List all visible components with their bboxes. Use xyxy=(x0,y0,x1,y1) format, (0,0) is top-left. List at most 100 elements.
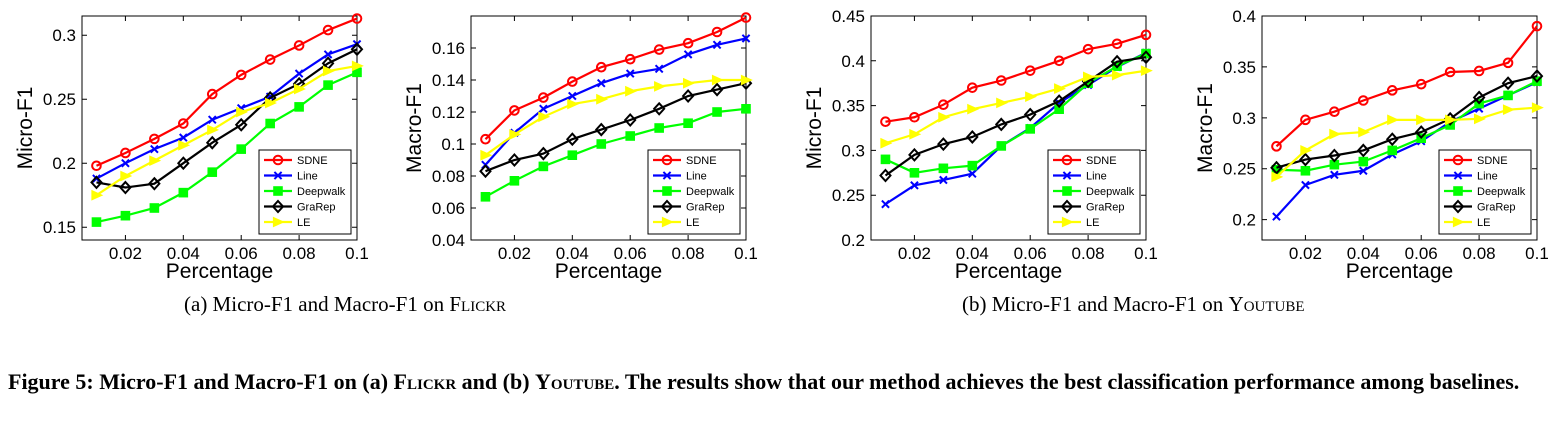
legend-marker-deepwalk xyxy=(662,186,672,196)
x-tick-label: 0.1 xyxy=(1525,244,1549,263)
x-tick-label: 0.1 xyxy=(1134,244,1158,263)
data-point-le xyxy=(596,93,609,105)
subcaption-b: (b) Micro-F1 and Macro-F1 on Youtube xyxy=(962,292,1305,317)
data-point-le xyxy=(294,83,306,95)
data-point-sdne xyxy=(1053,55,1065,67)
subcaption-b-dataset: Youtube xyxy=(1228,292,1305,316)
data-point-grarep xyxy=(908,147,921,162)
y-tick-label: 0.08 xyxy=(432,167,465,186)
data-point-le xyxy=(236,106,249,118)
data-point-grarep xyxy=(1023,107,1037,122)
data-point-deepwalk xyxy=(1300,165,1311,176)
data-point-le xyxy=(711,74,724,86)
data-point-grarep xyxy=(1414,125,1428,140)
subcaption-a-dataset: Flickr xyxy=(449,292,507,316)
data-point-sdne xyxy=(538,92,549,103)
series-line xyxy=(885,69,1147,145)
legend-marker-grarep xyxy=(271,199,285,214)
data-point-deepwalk xyxy=(509,176,520,186)
data-point-deepwalk xyxy=(538,161,549,172)
data-point-grarep xyxy=(937,137,950,152)
y-tick-label: 0.25 xyxy=(1223,160,1256,179)
data-point-sdne xyxy=(967,82,978,93)
data-point-le xyxy=(1531,102,1544,114)
legend: SDNE Line Deepwalk GraRep LE xyxy=(1047,149,1141,235)
data-point-line xyxy=(121,158,130,168)
y-tick-label: 0.12 xyxy=(432,103,465,122)
legend-label: LE xyxy=(297,217,310,229)
data-point-sdne xyxy=(624,53,636,65)
legend-marker-le xyxy=(1452,216,1465,228)
legend-label: Line xyxy=(1086,171,1107,183)
series-line xyxy=(95,64,358,197)
data-point-line xyxy=(625,69,635,78)
data-point-deepwalk xyxy=(207,167,218,177)
legend-label: LE xyxy=(1086,217,1099,229)
x-tick-label: 0.02 xyxy=(109,244,142,263)
data-point-grarep xyxy=(994,117,1008,132)
data-point-grarep xyxy=(234,117,248,132)
data-point-sdne xyxy=(567,76,578,87)
caption-dataset-b: Youtube xyxy=(535,369,615,394)
data-point-sdne xyxy=(235,69,247,81)
x-tick-label: 0.08 xyxy=(672,244,705,263)
data-point-line xyxy=(683,50,693,59)
legend-marker-line xyxy=(1453,171,1463,180)
series-grarep xyxy=(479,76,753,179)
x-tick-label: 0.06 xyxy=(1014,244,1047,263)
data-point-grarep xyxy=(1270,160,1283,175)
data-point-line xyxy=(596,78,606,88)
data-point-line xyxy=(939,175,948,185)
data-point-deepwalk xyxy=(938,163,949,174)
data-point-line xyxy=(179,133,188,142)
data-point-le xyxy=(909,128,922,140)
data-point-le xyxy=(967,103,980,115)
legend-label: GraRep xyxy=(1477,202,1516,214)
y-tick-label: 0.06 xyxy=(432,199,465,218)
data-point-line xyxy=(654,64,664,74)
series-line xyxy=(1275,81,1538,218)
data-point-grarep xyxy=(479,164,492,179)
data-point-deepwalk xyxy=(996,141,1007,151)
y-tick-label: 0.4 xyxy=(1232,7,1256,26)
legend-marker-deepwalk xyxy=(1453,186,1463,196)
legend-marker-sdne xyxy=(1061,154,1073,166)
data-point-sdne xyxy=(149,133,160,145)
data-point-deepwalk xyxy=(323,80,333,90)
data-point-grarep xyxy=(205,135,219,150)
x-tick-label: 0.02 xyxy=(498,244,531,263)
x-tick-label: 0.1 xyxy=(734,244,758,263)
y-tick-label: 0.35 xyxy=(1223,58,1256,77)
series-line xyxy=(96,71,358,224)
series-sdne xyxy=(880,29,1152,128)
x-tick-label: 0.08 xyxy=(1463,244,1496,263)
figure-caption: Figure 5: Micro-F1 and Macro-F1 on (a) F… xyxy=(8,366,1556,397)
legend-label: GraRep xyxy=(297,202,336,214)
data-point-le xyxy=(149,155,162,167)
data-point-deepwalk xyxy=(596,139,607,149)
data-point-grarep xyxy=(623,113,637,127)
legend-marker-line xyxy=(273,171,283,180)
data-point-le xyxy=(1300,145,1313,156)
data-point-deepwalk xyxy=(683,118,693,129)
data-point-sdne xyxy=(1531,20,1543,32)
y-tick-label: 0.25 xyxy=(832,186,865,205)
y-tick-label: 0.3 xyxy=(52,26,76,45)
data-point-deepwalk xyxy=(1387,145,1398,156)
data-point-grarep xyxy=(508,153,521,167)
data-point-deepwalk xyxy=(149,203,160,213)
data-point-deepwalk xyxy=(909,168,920,178)
data-point-le xyxy=(938,111,951,123)
data-point-line xyxy=(323,50,333,59)
data-point-le xyxy=(683,77,695,89)
data-point-grarep xyxy=(594,122,608,137)
legend-label: LE xyxy=(686,217,699,229)
data-point-line xyxy=(741,34,751,43)
data-point-sdne xyxy=(1473,65,1485,77)
x-tick-label: 0.04 xyxy=(956,244,989,263)
data-point-sdne xyxy=(1502,57,1514,69)
data-point-le xyxy=(120,170,133,182)
legend-label: Deepwalk xyxy=(686,186,735,198)
series-grarep xyxy=(879,50,1153,183)
data-point-deepwalk xyxy=(567,150,578,160)
